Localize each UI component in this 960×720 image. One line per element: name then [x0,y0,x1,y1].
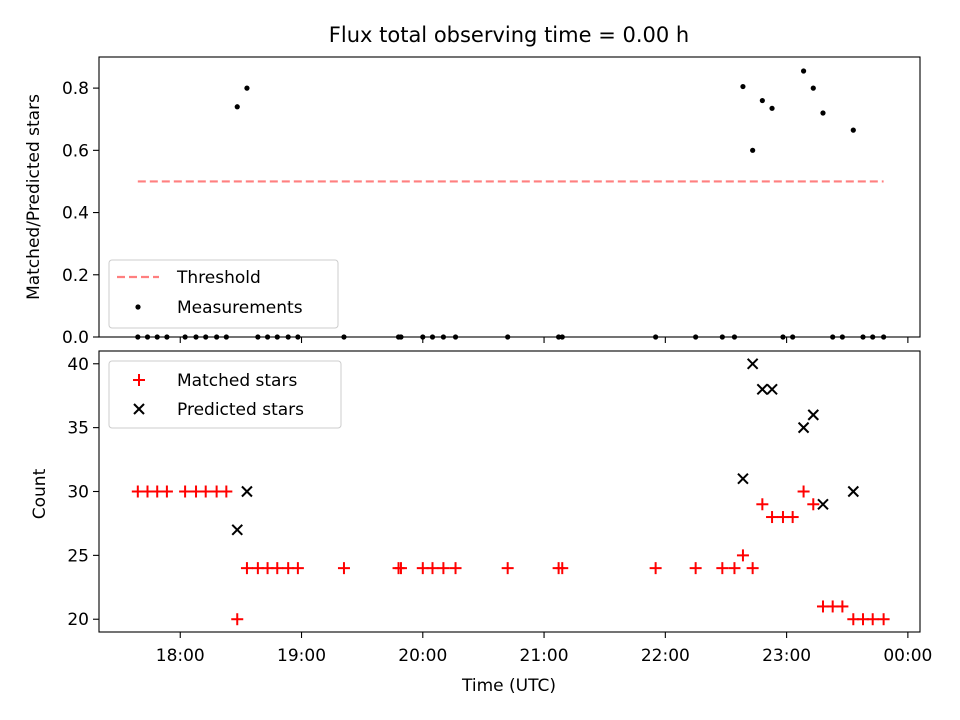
bottom-y-axis-label: Count [30,468,50,519]
matched-star-point [199,485,212,498]
bottom-legend-box [108,360,342,429]
matched-star-point [689,562,702,575]
x-tick-label: 00:00 [883,646,932,666]
x-tick-label: 21:00 [520,646,569,666]
top-axes-frame [98,56,921,338]
bottom-y-tick-label: 30 [67,483,89,503]
matched-star-point [291,562,304,575]
bottom-legend: Matched stars Predicted stars [108,360,342,429]
top-x-ticks [179,337,909,343]
measurement-point [810,85,816,91]
matched-star-point [766,511,779,524]
predicted-star-point [746,358,759,370]
predicted-star-point [737,473,749,485]
matched-star-point [797,485,810,498]
bottom-y-ticks: 20 25 30 35 40 [67,355,99,630]
measurement-point [759,97,765,104]
legend-matched-swatch [133,374,145,386]
matched-star-point [556,562,569,575]
measurement-point [769,105,775,111]
bottom-plot-area [131,358,890,626]
legend-measurements-swatch [135,304,141,310]
matched-star-point [179,485,192,498]
matched-star-point [220,485,233,498]
x-tick-label: 19:00 [277,646,326,666]
matched-star-point [271,562,284,575]
matched-star-point [836,600,849,613]
bottom-panel: 20 25 30 35 40 18:00 19:00 20:00 21:00 22:00 23:0… [30,350,932,696]
predicted-star-point [241,485,253,498]
matched-star-point [756,498,769,511]
matched-star-point [426,562,439,575]
measurement-point [244,85,250,91]
top-y-tick-label: 0.2 [62,266,89,286]
legend-predicted-swatch [133,403,145,415]
legend-matched-label: Matched stars [177,371,297,391]
predicted-star-point [807,409,819,421]
legend-threshold-label: Threshold [176,268,261,288]
chart-title: Flux total observing time = 0.00 h [329,23,689,47]
top-y-ticks: 0.0 0.2 0.4 0.6 0.8 [62,79,99,348]
legend-predicted-label: Predicted stars [177,400,304,420]
matched-star-point [728,562,741,575]
top-y-tick-label: 0.8 [62,79,89,99]
predicted-star-point [817,498,829,510]
predicted-star-point [756,383,769,396]
measurement-point [234,104,240,110]
matched-star-point [786,511,799,524]
matched-star-point [394,562,407,575]
bottom-y-tick-label: 20 [67,610,89,630]
bottom-y-tick-label: 25 [67,546,89,566]
predicted-star-point [847,485,860,498]
x-tick-label: 18:00 [156,646,205,666]
top-y-tick-label: 0.6 [62,141,89,161]
top-legend-box [108,259,339,329]
top-y-axis-label: Matched/Predicted stars [24,94,44,300]
measurement-point [820,110,826,116]
matched-star-point [649,562,662,575]
x-tick-label: 22:00 [641,646,690,666]
x-axis-label: Time (UTC) [461,676,556,696]
predicted-star-point [766,383,778,396]
predicted-star-point [231,524,243,536]
matched-star-point [746,562,759,575]
bottom-y-tick-label: 35 [67,419,89,439]
x-tick-label: 20:00 [398,646,447,666]
bottom-y-tick-label: 40 [67,355,89,375]
top-panel: Flux total observing time = 0.00 h 0.00.… [24,23,921,348]
matched-star-point [231,613,244,626]
matched-star-point [160,485,173,498]
matched-star-point [877,613,890,626]
matched-star-point [449,562,462,575]
legend-measurements-label: Measurements [177,298,303,318]
matched-star-point [240,562,253,575]
matched-star-point [716,562,729,575]
matched-star-point [866,613,879,626]
measurement-point [850,127,856,133]
matched-star-point [437,562,450,575]
matched-star-point [337,562,350,575]
measurement-point [740,83,746,90]
matched-star-point [736,549,749,562]
matched-star-point [501,562,514,575]
matched-star-point [807,498,820,511]
measurement-point [750,147,756,153]
x-tick-label: 23:00 [762,646,811,666]
top-legend: Threshold Measurements [108,259,339,329]
predicted-star-point [797,421,810,434]
bottom-x-ticks: 18:00 19:00 20:00 21:00 22:00 23:00 00:00 [156,632,932,666]
measurement-point [800,68,807,74]
top-y-tick-label: 0.4 [62,204,89,224]
top-y-tick-label: 0.0 [62,328,89,348]
